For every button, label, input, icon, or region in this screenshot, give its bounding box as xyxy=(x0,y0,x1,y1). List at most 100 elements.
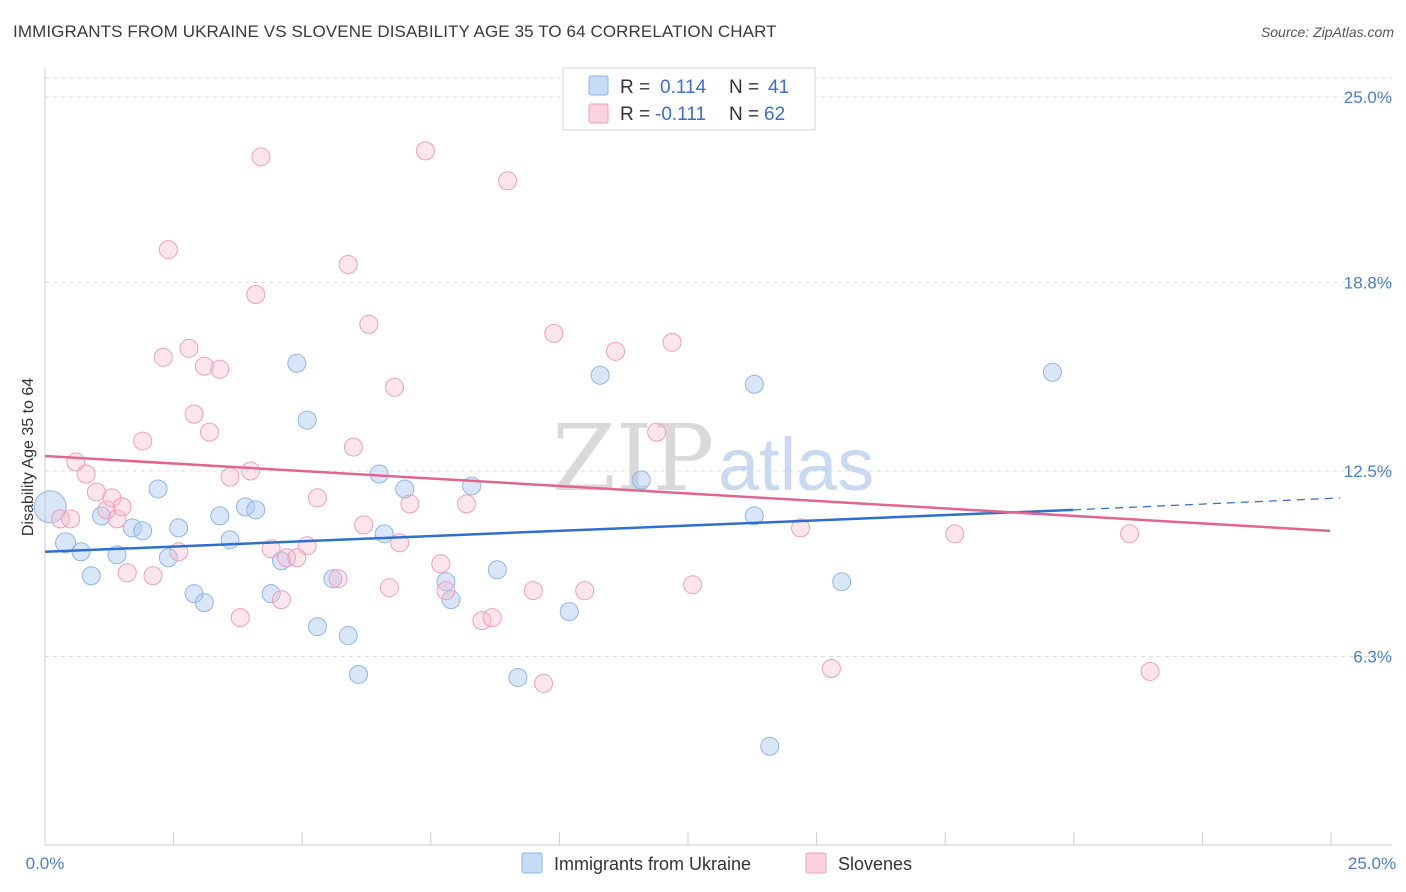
y-tick-label-2: 18.8% xyxy=(1344,274,1392,293)
ukraine-point-7 xyxy=(133,521,153,541)
slovenes-point-29 xyxy=(297,536,317,556)
legend-n-label-ukraine: N = xyxy=(729,77,759,98)
slovenes-point-58 xyxy=(945,524,965,544)
legend-r-value-slovenes: -0.111 xyxy=(655,104,706,125)
slovenes-point-18 xyxy=(199,422,219,442)
slovenes-point-49 xyxy=(544,323,564,343)
trend-lines xyxy=(44,454,1341,554)
slovenes-point-42 xyxy=(436,581,456,601)
slovenes-point-46 xyxy=(498,171,518,191)
ukraine-point-10 xyxy=(169,518,189,538)
slovenes-point-25 xyxy=(261,539,281,559)
ukraine-point-8 xyxy=(148,479,168,499)
slovenes-point-9 xyxy=(117,563,137,583)
series-ukraine-points xyxy=(33,353,1062,756)
ukraine-point-26 xyxy=(374,524,394,544)
slovenes-point-40 xyxy=(415,141,435,161)
ukraine-point-13 xyxy=(210,506,230,526)
ukraine-point-9 xyxy=(158,548,178,568)
legend-n-label-slovenes: N = xyxy=(729,104,759,125)
bottom-legend-label-ukraine: Immigrants from Ukraine xyxy=(554,854,751,874)
bottom-legend-swatch-ukraine xyxy=(521,852,543,874)
y-axis-title: Disability Age 35 to 64 xyxy=(20,378,37,536)
slovenes-point-23 xyxy=(246,284,266,304)
ukraine-point-37 xyxy=(744,374,764,394)
legend-swatch-ukraine xyxy=(588,75,609,96)
ukraine-point-4 xyxy=(92,506,112,526)
slovenes-point-34 xyxy=(354,515,374,535)
slovenes-point-22 xyxy=(241,461,261,481)
ukraine-point-12 xyxy=(194,593,214,613)
ukraine-point-32 xyxy=(508,667,528,687)
ukraine-point-39 xyxy=(832,572,852,592)
slovenes-point-27 xyxy=(277,548,297,568)
slovenes-point-47 xyxy=(523,581,543,601)
slovenes-point-53 xyxy=(662,332,682,352)
slovenes-point-54 xyxy=(683,575,703,595)
bottom-legend-swatch-slovenes xyxy=(805,852,827,874)
slovenes-point-10 xyxy=(133,431,153,451)
legend-r-value-ukraine: 0.114 xyxy=(660,77,707,98)
ukraine-point-19 xyxy=(287,353,307,373)
slovenes-point-35 xyxy=(359,314,379,334)
ukraine-point-31 xyxy=(487,560,507,580)
trend-line-ukraine-extension xyxy=(1072,497,1341,511)
ukraine-point-1 xyxy=(55,532,77,554)
slovenes-point-12 xyxy=(153,347,173,367)
ukraine-point-27 xyxy=(395,479,415,499)
slovenes-point-45 xyxy=(482,608,502,628)
bottom-legend: Immigrants from Ukraine Slovenes xyxy=(521,852,912,874)
legend-swatch-slovenes xyxy=(588,103,609,124)
y-tick-label-3: 25.0% xyxy=(1344,88,1392,107)
ukraine-point-20 xyxy=(297,410,317,430)
slovenes-point-20 xyxy=(220,467,240,487)
slovenes-point-26 xyxy=(271,590,291,610)
legend-n-value-slovenes: 62 xyxy=(764,104,785,125)
y-axis-tick-labels: 6.3% 12.5% 18.8% 25.0% xyxy=(1344,88,1392,667)
slovenes-point-36 xyxy=(379,578,399,598)
slovenes-point-31 xyxy=(328,569,348,589)
slovenes-point-17 xyxy=(194,356,214,376)
slovenes-point-7 xyxy=(107,509,127,529)
chart-title: IMMIGRANTS FROM UKRAINE VS SLOVENE DISAB… xyxy=(13,22,777,41)
slovenes-point-33 xyxy=(343,437,363,457)
slovenes-point-16 xyxy=(184,404,204,424)
ukraine-point-33 xyxy=(559,602,579,622)
slovenes-point-11 xyxy=(143,566,163,586)
slovenes-point-1 xyxy=(61,509,81,529)
slovenes-point-30 xyxy=(307,488,327,508)
slovenes-point-57 xyxy=(821,658,841,678)
ukraine-point-3 xyxy=(81,566,101,586)
slovenes-point-37 xyxy=(385,377,405,397)
legend-box: R = 0.114 N = 41 R = -0.111 N = 62 xyxy=(562,67,816,131)
watermark-zip: ZIP xyxy=(552,405,714,512)
ukraine-point-38 xyxy=(760,736,780,756)
slovenes-point-60 xyxy=(1140,661,1160,681)
ukraine-point-29 xyxy=(441,590,461,610)
slovenes-point-59 xyxy=(1120,524,1140,544)
slovenes-point-50 xyxy=(575,581,595,601)
legend-n-value-ukraine: 41 xyxy=(768,77,789,98)
trend-line-slovenes xyxy=(44,454,1331,533)
slovenes-point-52 xyxy=(647,422,667,442)
ukraine-point-21 xyxy=(307,617,327,637)
slovenes-point-56 xyxy=(791,518,811,538)
ukraine-point-23 xyxy=(338,626,358,646)
ukraine-point-22 xyxy=(323,569,343,589)
ukraine-point-35 xyxy=(631,470,651,490)
y-tick-label-1: 12.5% xyxy=(1344,462,1392,481)
ukraine-point-34 xyxy=(590,365,610,385)
slovenes-point-3 xyxy=(76,464,96,484)
ukraine-point-14 xyxy=(220,530,240,550)
x-axis-ticks xyxy=(44,832,1332,845)
slovenes-point-24 xyxy=(251,147,271,167)
trend-line-ukraine xyxy=(44,508,1074,554)
slovenes-point-13 xyxy=(158,240,178,260)
ukraine-point-36 xyxy=(744,506,764,526)
watermark-atlas: atlas xyxy=(718,423,874,506)
x-tick-label-max: 25.0% xyxy=(1348,854,1396,873)
slovenes-point-0 xyxy=(50,509,70,529)
ukraine-point-40 xyxy=(1042,362,1062,382)
slovenes-point-41 xyxy=(431,554,451,574)
